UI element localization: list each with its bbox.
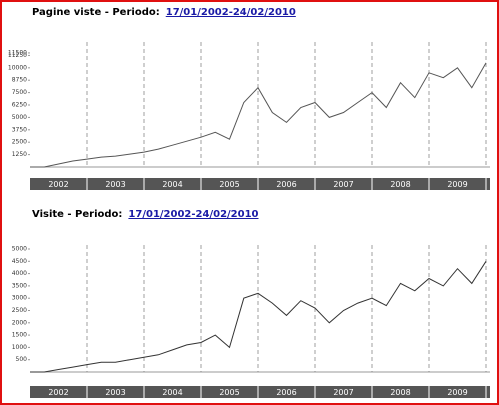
y-tick-label: 2500	[12, 139, 27, 146]
x-tick-label: 2004	[162, 388, 182, 397]
x-tick-label: 2003	[105, 180, 125, 189]
y-tick-label: 2500	[12, 307, 27, 314]
x-tick-label: 2007	[333, 180, 353, 189]
y-tick-label: 6250	[12, 102, 27, 109]
y-tick-label: 1250	[12, 151, 27, 158]
data-line	[30, 261, 487, 373]
x-tick-label: 2003	[105, 388, 125, 397]
x-tick-label: 2006	[276, 388, 296, 397]
y-tick-label: 1000	[12, 344, 27, 351]
x-tick-label: 2004	[162, 180, 182, 189]
y-tick-label: 11250	[8, 52, 27, 59]
x-tick-label: 2006	[276, 180, 296, 189]
x-tick-label: 2007	[333, 388, 353, 397]
y-tick-label: 10000	[8, 64, 27, 71]
y-tick-label: 11500	[8, 49, 27, 56]
y-tick-label: 3750	[12, 126, 27, 133]
period-link[interactable]: 17/01/2002-24/02/2010	[166, 7, 296, 18]
x-tick-label: 2002	[48, 180, 68, 189]
y-tick-label: 5000	[12, 246, 27, 253]
data-line	[30, 62, 487, 168]
y-tick-label: 4500	[12, 258, 27, 265]
y-tick-label: 7500	[12, 89, 27, 96]
x-tick-label: 2002	[48, 388, 68, 397]
year-bar	[30, 386, 490, 398]
y-tick-label: 5000	[12, 114, 27, 121]
y-tick-label: 2000	[12, 319, 27, 326]
x-tick-label: 2009	[447, 180, 467, 189]
y-tick-label: 4000	[12, 270, 27, 277]
x-tick-label: 2008	[390, 180, 410, 189]
y-tick-label: 8750	[12, 77, 27, 84]
x-tick-label: 2009	[447, 388, 467, 397]
x-tick-label: 2005	[219, 180, 239, 189]
y-tick-label: 500	[16, 356, 28, 363]
period-link[interactable]: 17/01/2002-24/02/2010	[128, 209, 258, 220]
x-tick-label: 2005	[219, 388, 239, 397]
y-tick-label: 3000	[12, 295, 27, 302]
y-tick-label: 1500	[12, 332, 27, 339]
chart-title: Visite - Periodo:	[32, 209, 122, 220]
chart-title: Pagine viste - Periodo:	[32, 7, 160, 18]
x-tick-label: 2008	[390, 388, 410, 397]
y-tick-label: 3500	[12, 282, 27, 289]
year-bar	[30, 178, 490, 190]
